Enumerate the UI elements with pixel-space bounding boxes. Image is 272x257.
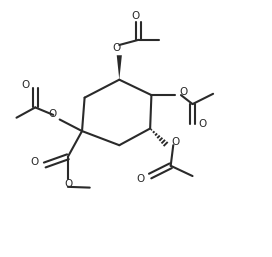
Text: O: O xyxy=(171,137,180,147)
Text: O: O xyxy=(48,109,56,119)
Text: O: O xyxy=(21,80,30,90)
Text: O: O xyxy=(132,11,140,21)
Text: O: O xyxy=(180,87,188,97)
Text: O: O xyxy=(198,119,206,129)
Polygon shape xyxy=(117,55,122,80)
Text: O: O xyxy=(31,158,39,167)
Text: O: O xyxy=(137,174,145,184)
Text: O: O xyxy=(64,179,73,189)
Text: O: O xyxy=(113,43,121,53)
